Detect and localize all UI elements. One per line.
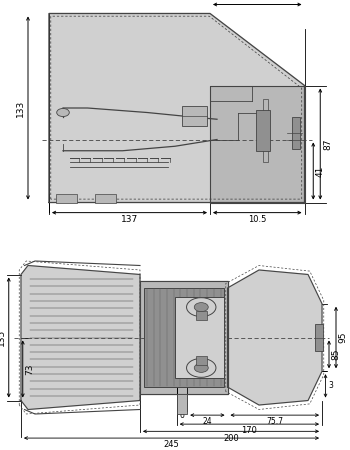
Text: 200: 200 — [223, 434, 239, 443]
Polygon shape — [21, 266, 140, 410]
Bar — [315, 324, 323, 351]
Polygon shape — [228, 270, 322, 405]
Text: 87: 87 — [323, 138, 332, 150]
Text: 95: 95 — [339, 332, 348, 343]
Bar — [292, 117, 300, 148]
Polygon shape — [49, 14, 304, 203]
Text: 53: 53 — [252, 0, 263, 2]
Bar — [56, 194, 77, 202]
Circle shape — [187, 358, 216, 377]
Bar — [175, 297, 224, 378]
Circle shape — [194, 302, 208, 311]
Text: 245: 245 — [164, 440, 179, 449]
Bar — [144, 288, 224, 387]
Text: 73: 73 — [26, 363, 35, 375]
Bar — [182, 106, 206, 126]
Text: 133: 133 — [16, 99, 25, 117]
Text: 3: 3 — [328, 382, 333, 390]
Bar — [196, 310, 206, 320]
Text: 85: 85 — [332, 349, 341, 360]
Text: 24: 24 — [203, 418, 212, 427]
Text: 6: 6 — [180, 410, 184, 419]
Circle shape — [57, 108, 69, 117]
Text: 170: 170 — [241, 427, 257, 436]
Circle shape — [194, 364, 208, 373]
Circle shape — [187, 298, 216, 317]
Text: 135: 135 — [0, 329, 6, 346]
Text: 75.7: 75.7 — [266, 418, 283, 427]
Polygon shape — [140, 281, 228, 394]
Bar — [177, 394, 187, 414]
Bar — [210, 86, 304, 202]
Bar — [262, 99, 268, 162]
Bar — [196, 356, 206, 364]
Text: 10.5: 10.5 — [248, 215, 266, 224]
Bar — [256, 110, 270, 151]
Text: 41: 41 — [316, 165, 325, 177]
Text: 137: 137 — [121, 215, 138, 224]
Bar — [94, 194, 116, 202]
